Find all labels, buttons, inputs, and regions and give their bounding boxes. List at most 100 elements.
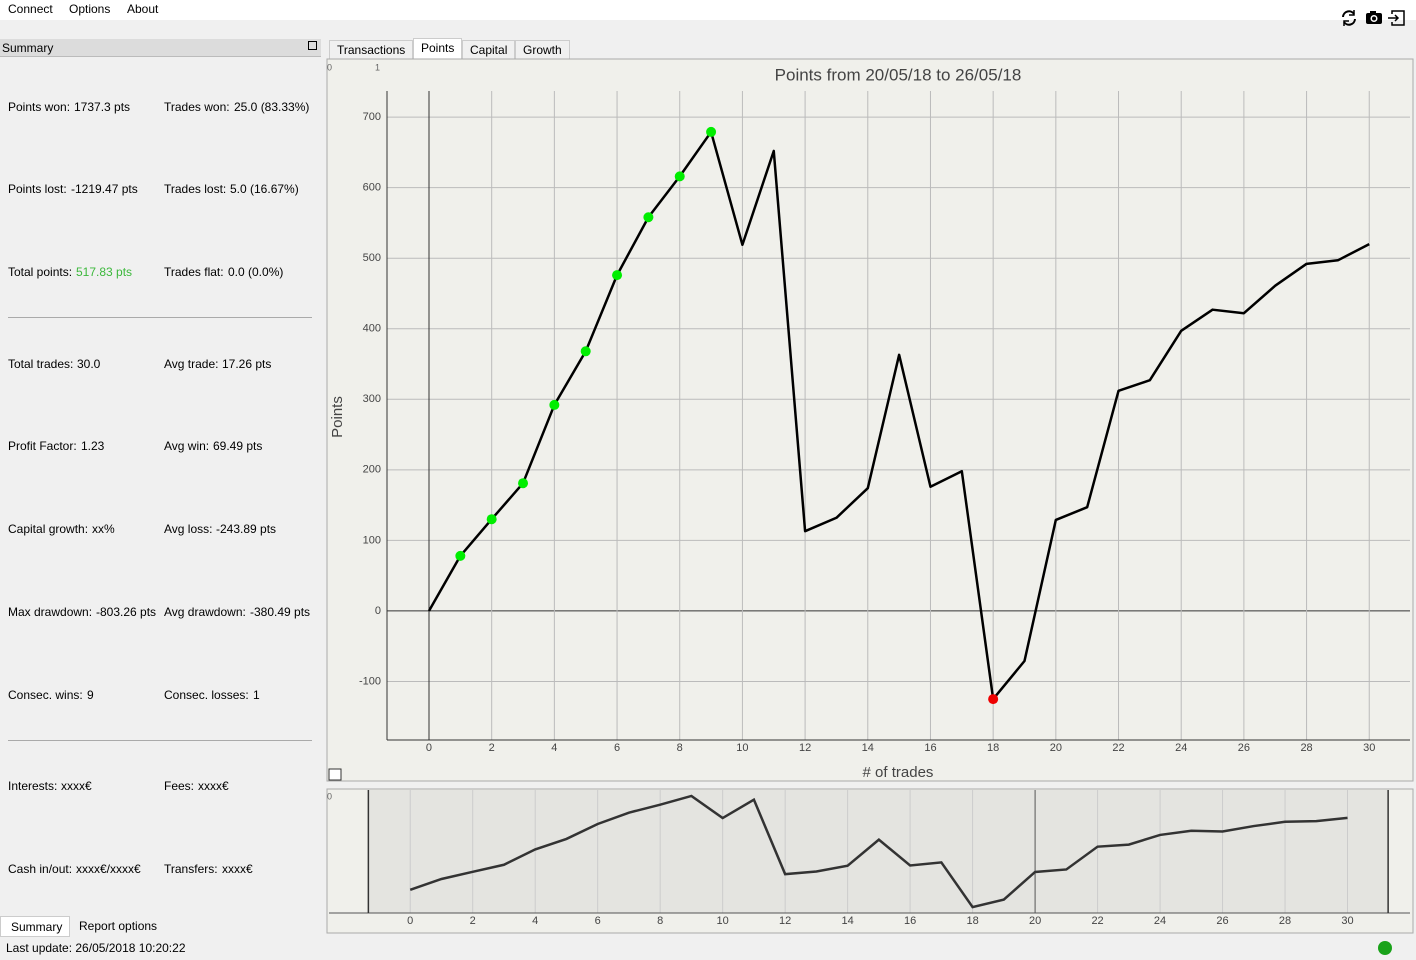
x-tick-label: 10 (736, 742, 748, 754)
x-tick-label: 26 (1238, 742, 1250, 754)
win-marker (674, 171, 685, 182)
x-tick-label: 18 (987, 742, 999, 754)
status-text: Last update: 26/05/2018 10:20:22 (6, 941, 186, 955)
stat-label: Consec. wins: (8, 688, 83, 702)
tab-label[interactable]: Summary (11, 920, 63, 934)
x-tick-label: 0 (407, 915, 413, 927)
menu-bar (0, 0, 1416, 20)
x-tick-label: 30 (1363, 742, 1375, 754)
x-tick-label: 0 (426, 742, 432, 754)
y-tick-label: 600 (363, 182, 381, 194)
tab[interactable]: Points (413, 38, 463, 60)
stat-label: Capital growth: (8, 522, 89, 536)
stat-label: Max drawdown: (8, 605, 93, 619)
stat-label: Consec. losses: (164, 688, 249, 702)
y-tick-label: 100 (363, 534, 381, 546)
stat-label: Profit Factor: (8, 439, 77, 453)
win-marker (612, 270, 623, 281)
panel-title: Summary (2, 41, 54, 55)
navigator-line (409, 794, 1348, 909)
stat-value: 1737.3 pts (74, 100, 131, 114)
tab[interactable] (0, 916, 70, 937)
stat-label: Points lost: (8, 182, 67, 196)
x-tick-label: 8 (657, 915, 663, 927)
tab-label[interactable]: Report options (79, 919, 158, 933)
x-tick-label: 24 (1154, 915, 1166, 927)
x-tick-label: 18 (966, 915, 978, 927)
corner-label: 0 (327, 791, 332, 801)
y-tick-label: 300 (363, 393, 381, 405)
x-tick-label: 26 (1216, 915, 1228, 927)
x-tick-label: 14 (842, 915, 854, 927)
stat-label: Interests: (8, 779, 58, 793)
x-tick-label: 6 (614, 742, 620, 754)
x-tick-label: 2 (470, 915, 476, 927)
win-marker (518, 478, 529, 489)
stat-label: Avg trade: (164, 357, 219, 371)
chart-title: Points from 20/05/18 to 26/05/18 (775, 65, 1022, 84)
stat-label: Total trades: (8, 357, 74, 371)
y-tick-label: -100 (359, 675, 381, 687)
x-tick-label: 16 (924, 742, 936, 754)
x-tick-label: 8 (677, 742, 683, 754)
y-tick-label: 0 (375, 605, 381, 617)
float-button[interactable] (308, 41, 317, 50)
x-tick-label: 10 (717, 915, 729, 927)
stat-value: xxxx€ (198, 779, 229, 793)
separator (8, 740, 312, 741)
x-tick-label: 12 (799, 742, 811, 754)
x-tick-label: 24 (1175, 742, 1187, 754)
y-tick-label: 400 (363, 323, 381, 335)
stat-value: 5.0 (16.67%) (230, 182, 299, 196)
navigator-window (368, 790, 1389, 913)
x-tick-label: 4 (551, 742, 557, 754)
separator (8, 317, 312, 318)
x-tick-label: 4 (532, 915, 538, 927)
x-tick-label: 20 (1029, 915, 1041, 927)
win-marker (455, 550, 466, 561)
y-tick-label: 700 (363, 111, 381, 123)
exit-icon[interactable] (1388, 10, 1405, 26)
tab[interactable]: Growth (515, 40, 570, 60)
stat-label: Trades won: (164, 100, 230, 114)
menu-item[interactable]: Options (69, 2, 111, 16)
stat-label: Points won: (8, 100, 71, 114)
y-tick-label: 500 (363, 252, 381, 264)
stat-label: Cash in/out: (8, 862, 73, 876)
tab[interactable]: Capital (462, 40, 516, 60)
x-tick-label: 2 (489, 742, 495, 754)
menu-item[interactable]: About (127, 2, 159, 16)
stat-label: Avg win: (164, 439, 210, 453)
stat-value: xxxx€ (61, 779, 92, 793)
toolbar (1342, 10, 1405, 26)
stat-label: Transfers: (164, 862, 218, 876)
stat-value: xx% (92, 522, 115, 536)
stat-value: -803.26 pts (96, 605, 157, 619)
refresh-icon[interactable] (1342, 10, 1356, 26)
stat-value: 517.83 pts (76, 265, 133, 279)
y-tick-label: 200 (363, 464, 381, 476)
win-marker (706, 126, 717, 137)
tab[interactable]: Transactions (329, 40, 414, 60)
stat-label: Avg loss: (164, 522, 213, 536)
stat-value: 25.0 (83.33%) (234, 100, 310, 114)
win-marker (643, 212, 654, 223)
stat-label: Avg drawdown: (164, 605, 246, 619)
stat-value: 1 (253, 688, 260, 702)
x-tick-label: 30 (1341, 915, 1353, 927)
stat-value: -243.89 pts (216, 522, 277, 536)
stat-value: xxxx€ (222, 862, 253, 876)
autoscale-button[interactable] (328, 768, 342, 781)
stat-label: Trades lost: (164, 182, 227, 196)
camera-icon[interactable] (1366, 11, 1382, 24)
stat-value: xxxx€/xxxx€ (76, 862, 141, 876)
stat-value: 1.23 (81, 439, 105, 453)
stat-value: 9 (87, 688, 94, 702)
menu-item[interactable]: Connect (8, 2, 53, 16)
stat-value: 0.0 (0.0%) (228, 265, 284, 279)
x-tick-label: 28 (1300, 742, 1312, 754)
x-tick-label: 14 (862, 742, 874, 754)
panel-header (0, 39, 321, 57)
